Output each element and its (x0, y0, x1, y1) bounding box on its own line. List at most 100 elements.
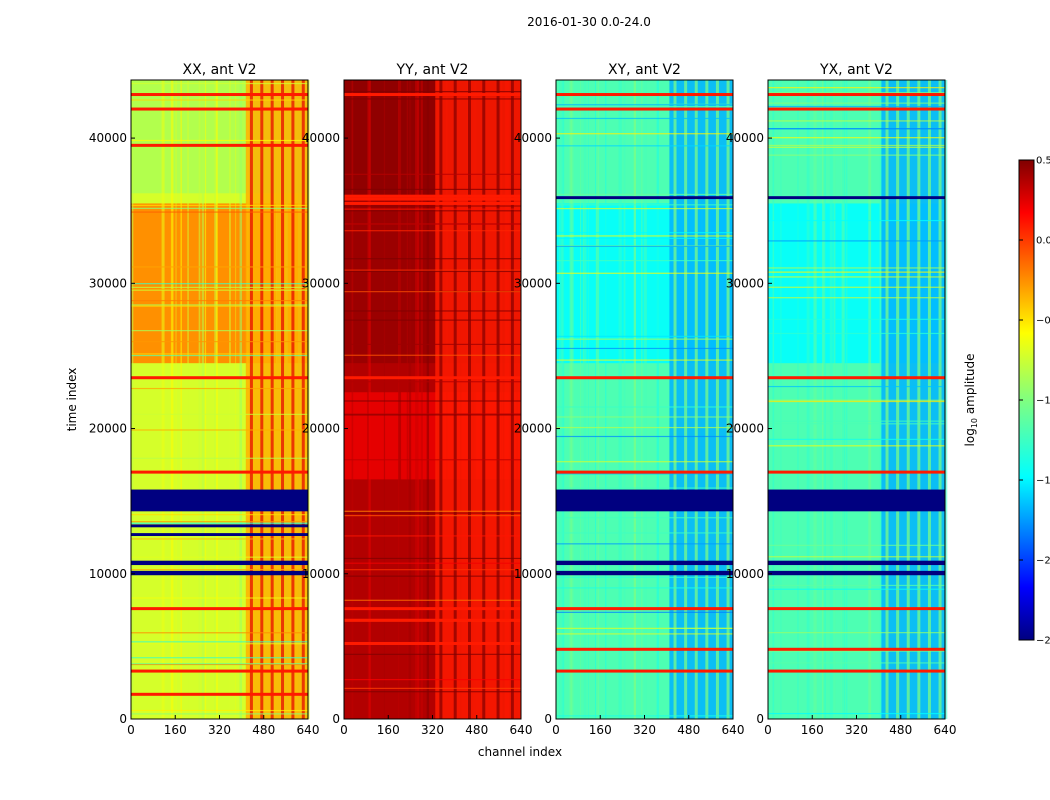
heatmap-time-line (344, 173, 521, 175)
heatmap-time-line (131, 289, 308, 291)
heatmap-time-line (768, 650, 945, 652)
heatmap-time-line (768, 128, 945, 130)
heatmap-time-line (556, 335, 733, 337)
heatmap-time-line (344, 319, 521, 321)
heatmap-time-line (131, 288, 308, 291)
heatmap-time-line (131, 641, 308, 643)
heatmap-time-line (768, 662, 945, 664)
heatmap-time-line (131, 597, 308, 599)
x-tick-label: 480 (252, 723, 275, 737)
heatmap-channel-line (301, 80, 305, 719)
heatmap-flagged-row (131, 93, 308, 97)
heatmap-time-line (768, 219, 945, 222)
heatmap-time-line (556, 473, 733, 475)
heatmap-flagged-row (131, 107, 308, 111)
panels: XX, ant V2 0 160 320 480 640 0 10000 20000 30000 4… (65, 62, 956, 759)
x-tick-label: 320 (845, 723, 868, 737)
y-axis-label: time index (65, 368, 79, 432)
heatmap-time-line (131, 521, 308, 523)
heatmap-time-line (556, 461, 733, 463)
heatmap-time-line (131, 341, 308, 343)
heatmap-channel-stripe (623, 80, 626, 719)
heatmap-time-line (556, 347, 733, 350)
y-tick-label: 40000 (726, 131, 764, 145)
heatmap-channel-stripe (187, 80, 189, 719)
heatmap-flagged-row (768, 107, 945, 111)
heatmap-time-line (344, 599, 521, 601)
x-tick-label: 320 (633, 723, 656, 737)
heatmap-flagged-row (768, 607, 945, 611)
heatmap-time-line (131, 283, 308, 285)
heatmap-channel-stripe (643, 80, 647, 719)
heatmap-flagged-row (556, 107, 733, 111)
heatmap-channel-stripe (368, 80, 371, 719)
heatmap-time-line (131, 211, 308, 213)
heatmap-channel-stripe (569, 80, 571, 719)
heatmap-channel-stripe (415, 80, 419, 719)
panel-title: XY, ant V2 (608, 62, 681, 78)
heatmap-time-line (556, 272, 733, 274)
x-tick-label: 0 (552, 723, 560, 737)
heatmap-flagged-row (344, 376, 521, 380)
colorbar-tick-label: −0.5 (1036, 316, 1050, 327)
heatmap-time-line (344, 223, 521, 225)
heatmap-time-line (131, 569, 308, 571)
heatmap-time-line (556, 260, 733, 262)
heatmap-time-line (768, 276, 945, 278)
heatmap-time-line (131, 387, 308, 390)
colorbar-tick-label: −2.5 (1036, 636, 1050, 647)
heatmap-time-line (768, 240, 945, 242)
y-tick-label: 40000 (302, 131, 340, 145)
heatmap-time-line (344, 653, 521, 655)
heatmap-time-line (344, 414, 521, 416)
heatmap-time-line (768, 423, 945, 425)
heatmap-time-line (768, 102, 945, 104)
heatmap-time-line (131, 99, 308, 101)
heatmap-flagged-band (556, 196, 733, 200)
heatmap-channel-stripe (239, 80, 243, 719)
heatmap-time-line (768, 105, 945, 108)
heatmap-time-line (131, 305, 308, 307)
heatmap-flagged-row (556, 376, 733, 380)
x-tick-label: 160 (164, 723, 187, 737)
heatmap-channel-stripe (656, 80, 660, 719)
heatmap-time-line (131, 82, 308, 85)
x-tick-label: 640 (510, 723, 533, 737)
colorbar-tick-label: −1.5 (1036, 476, 1050, 487)
heatmap-channel-stripe (201, 80, 205, 719)
heatmap-channel-stripe (823, 80, 826, 719)
heatmap-time-line (768, 137, 945, 139)
panel-title: YY, ant V2 (396, 62, 469, 78)
heatmap-flagged-row (344, 197, 521, 201)
heatmap-time-line (131, 286, 308, 289)
x-tick-label: 160 (801, 723, 824, 737)
heatmap-channel-line (281, 80, 285, 719)
y-tick-label: 30000 (89, 276, 127, 290)
heatmap-time-line (131, 266, 308, 268)
heatmap-channel-line (453, 80, 457, 719)
heatmap-channel-line (927, 80, 931, 719)
heatmap-flagged-band (556, 560, 733, 566)
heatmap-channel-stripe (235, 80, 237, 719)
x-tick-label: 640 (722, 723, 745, 737)
heatmap-time-line (768, 399, 945, 401)
heatmap-time-line (344, 413, 521, 415)
heatmap-time-line (131, 657, 308, 659)
heatmap-time-line (131, 353, 308, 355)
heatmap-channel-line (896, 80, 900, 719)
heatmap-channel-stripe (813, 80, 817, 719)
x-tick-label: 480 (465, 723, 488, 737)
heatmap-channel-line (938, 80, 942, 719)
heatmap-time-line (768, 632, 945, 634)
heatmap-time-line (556, 633, 733, 635)
heatmap-channel-line (917, 80, 921, 719)
heatmap-time-line (344, 557, 521, 560)
panel-title: XX, ant V2 (183, 62, 257, 78)
heatmap-time-line (556, 611, 733, 613)
heatmap-flagged-row (768, 470, 945, 474)
x-tick-label: 0 (127, 723, 135, 737)
x-tick-label: 320 (208, 723, 231, 737)
heatmap-flagged-band (131, 533, 308, 537)
heatmap-channel-line (249, 80, 253, 719)
heatmap-channel-line (467, 80, 471, 719)
